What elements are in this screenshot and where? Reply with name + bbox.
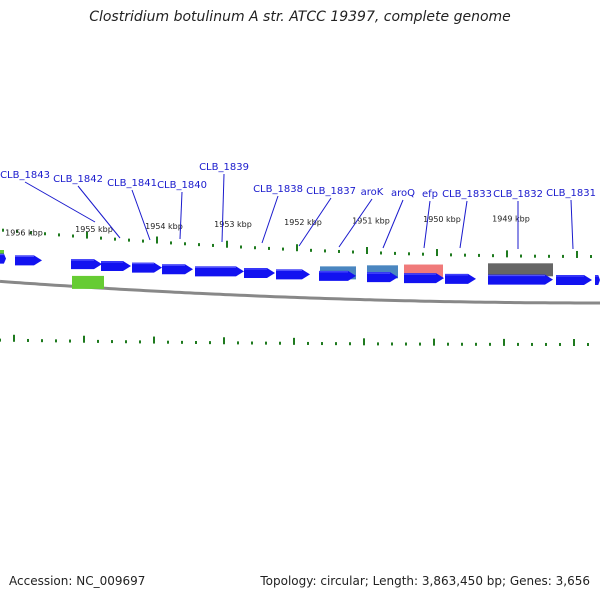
gene-arrow[interactable] <box>445 273 476 284</box>
scale-label: 1955 kbp <box>75 225 113 234</box>
label-leader <box>423 200 431 249</box>
gene-arrow[interactable] <box>101 260 131 271</box>
scale-label: 1951 kbp <box>352 216 390 225</box>
label-leader <box>179 191 183 240</box>
gene-arrow[interactable] <box>404 273 444 284</box>
gene-arrow[interactable] <box>319 270 356 281</box>
label-leader <box>221 173 225 243</box>
gene-arrow[interactable] <box>595 274 600 285</box>
label-leader <box>131 189 151 241</box>
gene-label[interactable]: CLB_1833 <box>442 189 492 200</box>
label-leader <box>338 198 373 248</box>
gene-arrow[interactable] <box>488 274 553 285</box>
accession-text: Accession: NC_009697 <box>9 574 146 588</box>
gene-label[interactable]: aroQ <box>391 188 415 199</box>
gene-labels: CLB_1843 CLB_1842 CLB_1841 CLB_1840 CLB_1839… <box>0 162 596 250</box>
scale-label: 1953 kbp <box>214 220 252 229</box>
feature-box[interactable] <box>0 250 4 256</box>
gene-arrow[interactable] <box>162 264 193 275</box>
label-leader <box>24 181 96 223</box>
gene-arrow[interactable] <box>244 268 275 279</box>
gene-label[interactable]: CLB_1837 <box>306 186 356 197</box>
gene-arrow[interactable] <box>71 259 102 270</box>
label-leader <box>459 200 468 249</box>
gene-label[interactable]: CLB_1838 <box>253 184 303 195</box>
label-leader <box>77 185 121 239</box>
gene-label[interactable]: aroK <box>361 187 384 198</box>
gene-arrow[interactable] <box>15 255 42 266</box>
gene-label[interactable]: CLB_1840 <box>157 180 207 191</box>
label-leader <box>570 199 574 250</box>
gene-label[interactable]: efp <box>422 189 438 200</box>
gene-arrow[interactable] <box>195 266 244 277</box>
feature-box[interactable] <box>488 263 553 277</box>
gene-arrow[interactable] <box>556 274 592 285</box>
gene-label[interactable]: CLB_1842 <box>53 174 103 185</box>
scale-label: 1956 kbp <box>5 228 43 237</box>
gene-label[interactable]: CLB_1843 <box>0 170 50 181</box>
gene-arrow[interactable] <box>276 269 310 280</box>
scale-label: 1954 kbp <box>145 222 183 231</box>
scale-label: 1950 kbp <box>423 215 461 224</box>
scale-label: 1949 kbp <box>492 214 530 223</box>
gene-arrow[interactable] <box>367 272 398 283</box>
scale-label: 1952 kbp <box>284 218 322 227</box>
topology-text: Topology: circular; Length: 3,863,450 bp… <box>260 574 590 588</box>
gene-arrow[interactable] <box>0 253 6 264</box>
feature-box[interactable] <box>72 275 104 289</box>
gene-label[interactable]: CLB_1832 <box>493 189 543 200</box>
label-leader <box>298 197 332 247</box>
genome-title: Clostridium botulinum A str. ATCC 19397,… <box>89 9 511 25</box>
scale-ticks: 1956 kbp 1955 kbp 1954 kbp 1953 kbp 1952 kbp… <box>0 214 592 346</box>
label-leader <box>382 199 404 249</box>
gene-arrow[interactable] <box>132 262 162 273</box>
gene-arrows <box>0 253 600 285</box>
gene-label[interactable]: CLB_1839 <box>199 162 249 173</box>
gene-label[interactable]: CLB_1841 <box>107 178 157 189</box>
label-leader <box>261 195 279 244</box>
gene-label[interactable]: CLB_1831 <box>546 188 596 199</box>
